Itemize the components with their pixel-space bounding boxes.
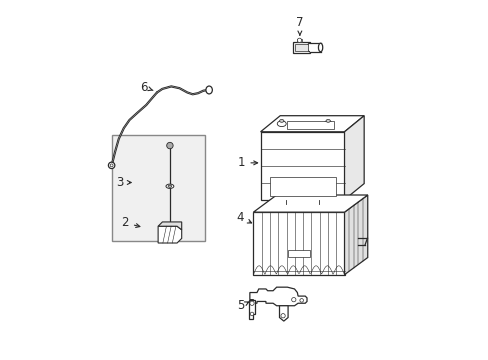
Ellipse shape	[307, 43, 312, 52]
Circle shape	[249, 301, 254, 305]
Text: 4: 4	[236, 211, 251, 224]
Circle shape	[250, 312, 253, 316]
Polygon shape	[279, 306, 287, 321]
Text: 1: 1	[237, 156, 257, 169]
Ellipse shape	[110, 164, 113, 167]
Text: 3: 3	[116, 176, 131, 189]
Text: 5: 5	[237, 299, 248, 312]
Ellipse shape	[165, 184, 174, 188]
Polygon shape	[344, 116, 364, 200]
Bar	[260, 132, 344, 200]
Polygon shape	[158, 226, 182, 243]
Text: 7: 7	[296, 16, 303, 35]
Circle shape	[166, 142, 173, 149]
Bar	[286, 121, 334, 129]
Polygon shape	[344, 195, 367, 275]
Bar	[309, 43, 320, 52]
Ellipse shape	[323, 121, 332, 127]
Circle shape	[297, 38, 301, 42]
Bar	[294, 44, 307, 51]
Bar	[253, 212, 344, 275]
Polygon shape	[260, 116, 364, 132]
Bar	[269, 177, 335, 196]
Ellipse shape	[205, 86, 212, 94]
Polygon shape	[253, 195, 367, 212]
Polygon shape	[248, 300, 255, 319]
Bar	[287, 249, 309, 257]
Ellipse shape	[279, 120, 284, 122]
Polygon shape	[158, 222, 182, 230]
Ellipse shape	[318, 43, 322, 52]
Text: 2: 2	[121, 216, 140, 229]
Circle shape	[299, 298, 303, 302]
Ellipse shape	[277, 121, 285, 127]
Bar	[296, 39, 302, 42]
Circle shape	[291, 297, 295, 302]
Text: 6: 6	[140, 81, 153, 94]
Ellipse shape	[168, 185, 171, 187]
Ellipse shape	[108, 162, 115, 168]
Circle shape	[281, 314, 285, 318]
Ellipse shape	[325, 120, 330, 122]
Bar	[292, 42, 309, 53]
Bar	[112, 135, 205, 241]
Polygon shape	[249, 287, 306, 306]
